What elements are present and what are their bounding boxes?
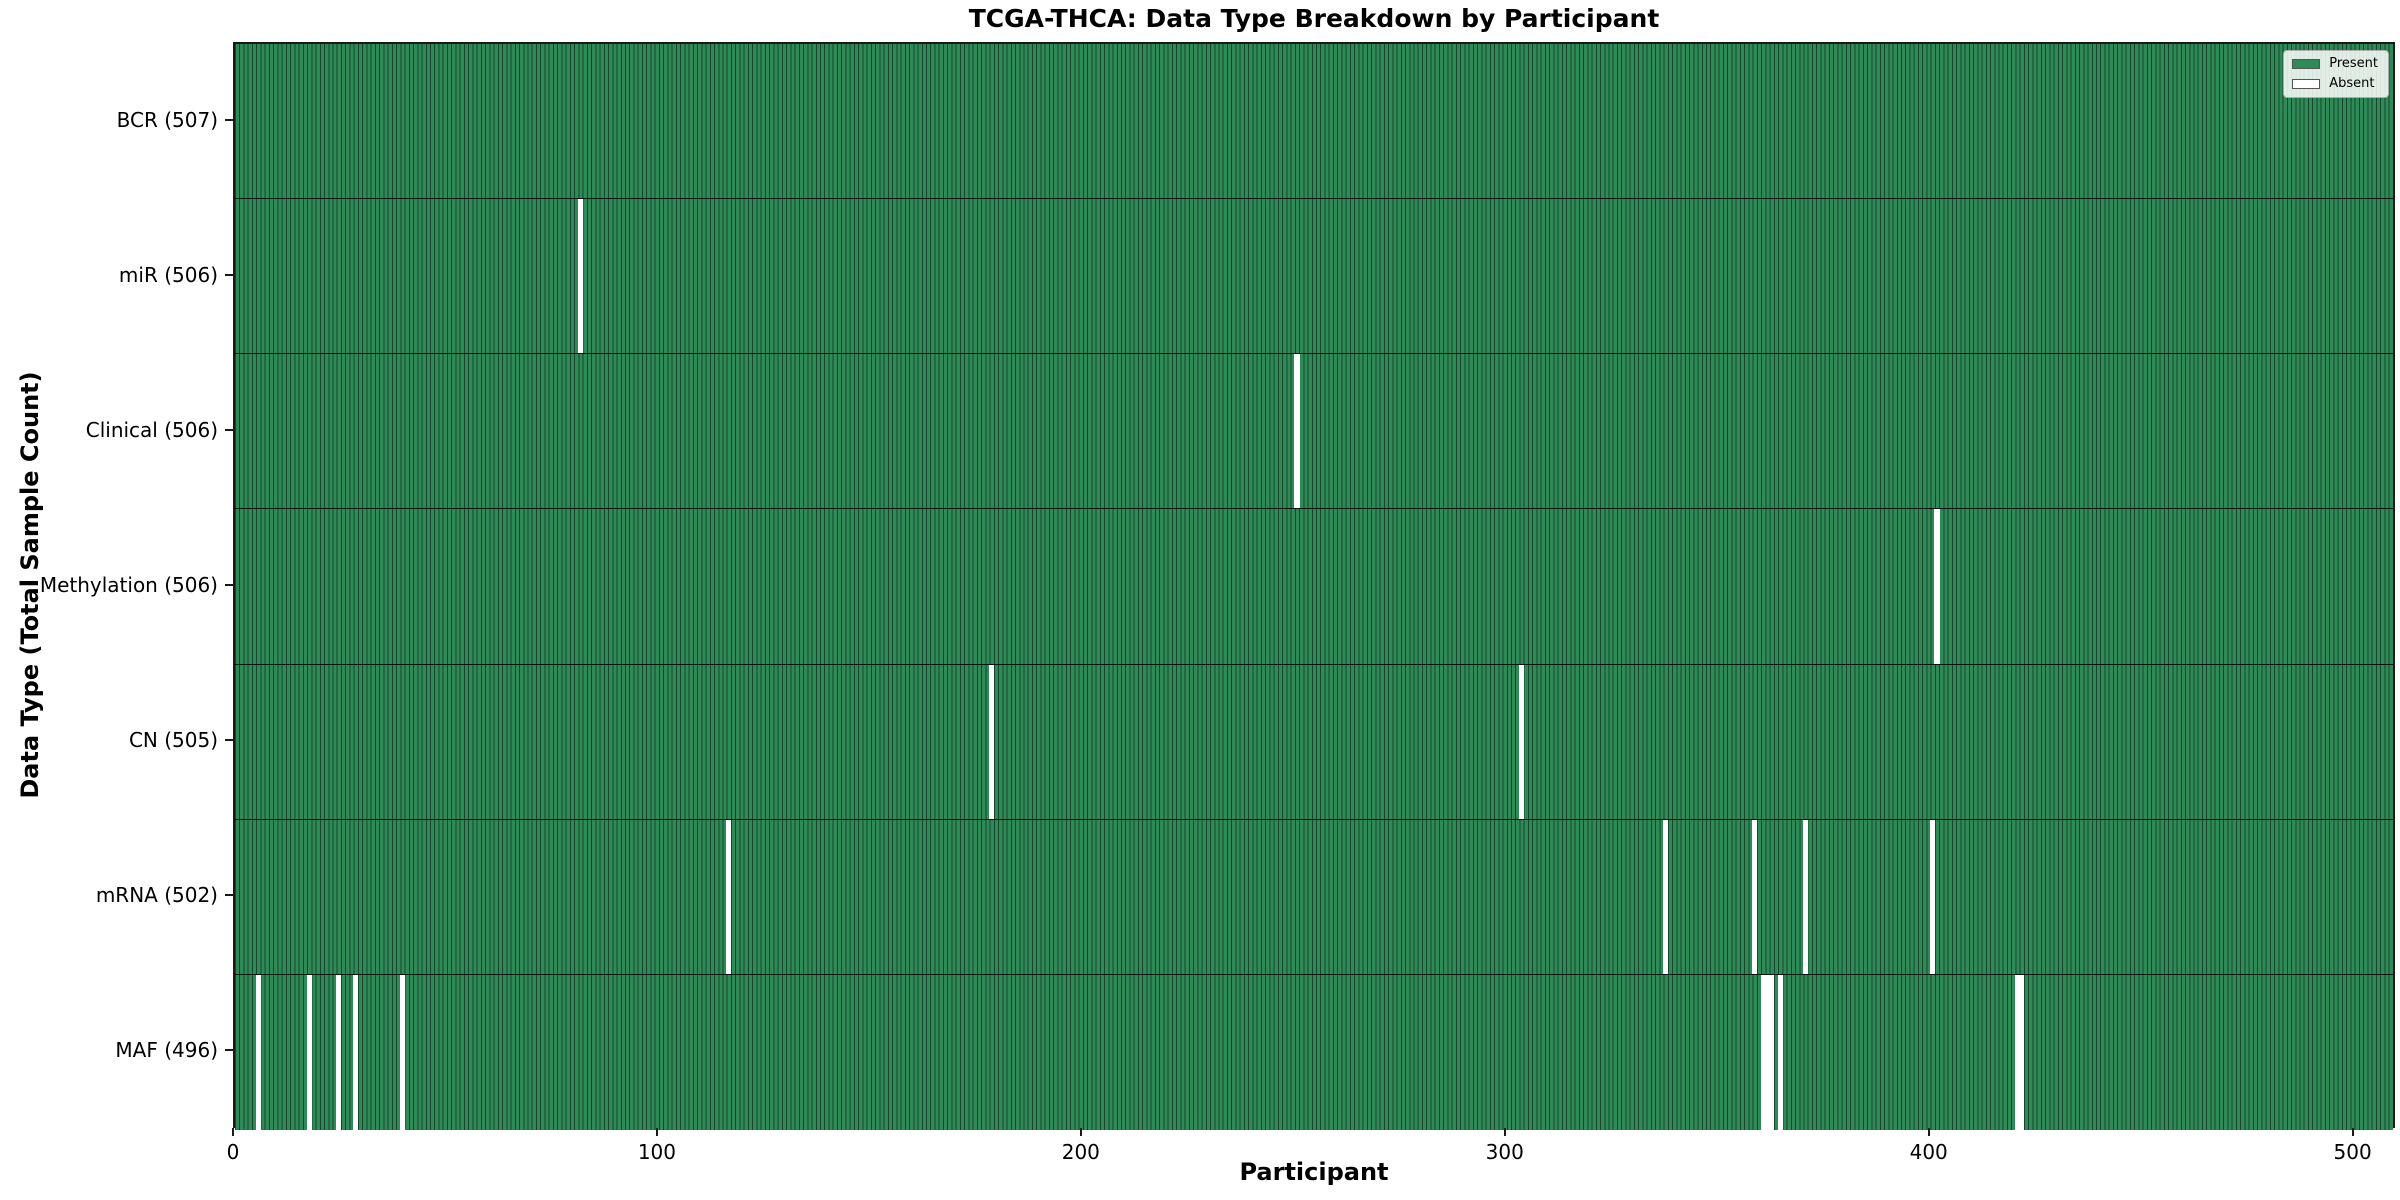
x-axis-label: Participant (1239, 1158, 1389, 1186)
absent-gap (1764, 974, 1771, 1130)
x-tick-label: 200 (1061, 1140, 1100, 1164)
legend-label: Present (2329, 56, 2378, 71)
absent-gap (1930, 819, 1936, 974)
x-tick-label: 100 (637, 1140, 676, 1164)
y-tick-mark (225, 273, 233, 276)
y-tick-mark (225, 118, 233, 121)
absent-gap (399, 974, 406, 1130)
x-tick-mark (1079, 1128, 1082, 1136)
y-tick-label: Clinical (506) (85, 417, 218, 442)
legend-item-absent: Absent (2292, 77, 2378, 91)
row-cn (235, 664, 2393, 820)
absent-gap (1769, 974, 1775, 1130)
row-methylation (235, 509, 2393, 665)
legend: Present Absent (2283, 50, 2389, 98)
absent-gap (1663, 819, 1669, 974)
absent-gap (1777, 974, 1783, 1130)
y-tick-label: miR (506) (118, 262, 218, 287)
absent-gap (1294, 354, 1300, 509)
y-tick-label: MAF (496) (115, 1038, 218, 1063)
row-maf (235, 974, 2393, 1130)
x-tick-mark (1503, 1128, 1506, 1136)
absent-gap (989, 664, 995, 819)
y-tick-label: CN (505) (128, 728, 218, 753)
legend-swatch-icon (2292, 79, 2321, 89)
x-tick-mark (232, 1128, 234, 1136)
row-bcr (235, 44, 2393, 200)
absent-gap (2014, 974, 2021, 1130)
x-tick-mark (2351, 1128, 2354, 1136)
y-tick-mark (225, 584, 233, 586)
x-tick-label: 400 (1909, 1140, 1948, 1164)
chart-title: TCGA-THCA: Data Type Breakdown by Partic… (968, 4, 1660, 33)
legend-label: Absent (2329, 76, 2375, 91)
x-tick-mark (1927, 1128, 1930, 1136)
row-mir (235, 199, 2393, 355)
y-tick-label: mRNA (502) (95, 883, 218, 908)
plot-area: Present Absent (233, 42, 2395, 1130)
absent-gap (1752, 819, 1758, 974)
absent-gap (1518, 664, 1525, 819)
y-tick-mark (225, 739, 233, 742)
absent-gap (1934, 509, 1940, 664)
absent-gap (336, 974, 342, 1130)
y-tick-label: Methylation (506) (39, 573, 218, 597)
absent-gap (306, 974, 312, 1130)
x-tick-label: 300 (1485, 1140, 1524, 1164)
absent-gap (2019, 974, 2025, 1130)
row-mrna (235, 819, 2393, 975)
absent-gap (1760, 974, 1766, 1130)
legend-swatch-icon (2292, 59, 2321, 69)
y-tick-mark (225, 894, 233, 897)
x-tick-mark (655, 1128, 658, 1136)
absent-gap (577, 199, 584, 354)
y-tick-mark (225, 428, 233, 431)
absent-gap (353, 974, 359, 1130)
x-tick-label: 0 (226, 1140, 240, 1164)
row-clinical (235, 354, 2393, 510)
absent-gap (255, 974, 261, 1130)
absent-gap (1803, 819, 1809, 974)
x-tick-label: 500 (2333, 1140, 2372, 1164)
legend-item-present: Present (2292, 57, 2378, 71)
absent-gap (726, 819, 732, 974)
y-tick-label: BCR (507) (116, 107, 218, 132)
y-tick-mark (225, 1049, 233, 1052)
